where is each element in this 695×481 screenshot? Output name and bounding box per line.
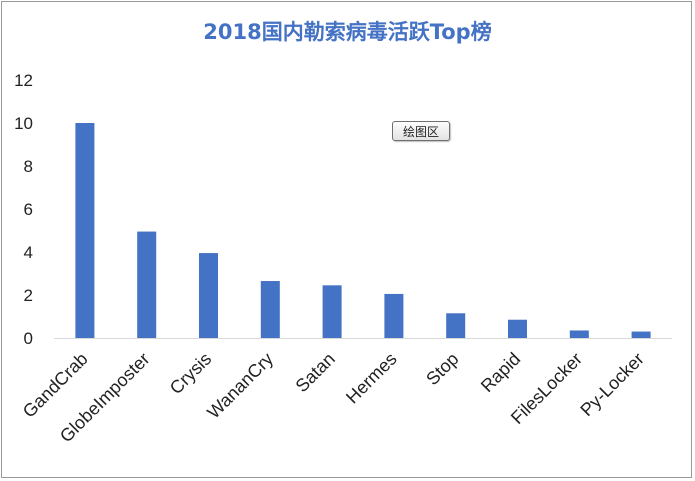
- x-tick-label: Rapid: [477, 349, 524, 396]
- y-tick-label: 12: [14, 71, 33, 90]
- x-tick-label: WananCry: [203, 349, 277, 423]
- plot-area-tooltip: 绘图区: [392, 121, 450, 141]
- x-tick-label: Hermes: [342, 349, 401, 408]
- bar-satan: [322, 285, 342, 338]
- x-tick-label: Stop: [422, 349, 462, 389]
- bar-py-locker: [631, 331, 651, 338]
- bar-fileslocker: [569, 330, 589, 338]
- bar-hermes: [384, 293, 404, 338]
- y-tick-label: 10: [14, 114, 33, 133]
- bar-stop: [446, 313, 466, 338]
- y-tick-label: 0: [24, 329, 33, 348]
- chart-title: 2018国内勒索病毒活跃Top榜: [203, 20, 492, 44]
- bar-rapid: [508, 319, 527, 338]
- y-tick-label: 4: [24, 243, 33, 262]
- y-tick-label: 6: [24, 200, 33, 219]
- bar-crysis: [199, 253, 218, 338]
- x-tick-label: Satan: [292, 349, 339, 396]
- y-tick-label: 2: [24, 286, 33, 305]
- x-tick-label: Py-Locker: [576, 349, 647, 420]
- y-tick-label: 8: [24, 157, 33, 176]
- bar-wanancry: [260, 281, 280, 338]
- bar-globeimposter: [137, 231, 157, 338]
- x-tick-label: Crysis: [166, 349, 215, 398]
- bar-gandcrab: [75, 123, 95, 338]
